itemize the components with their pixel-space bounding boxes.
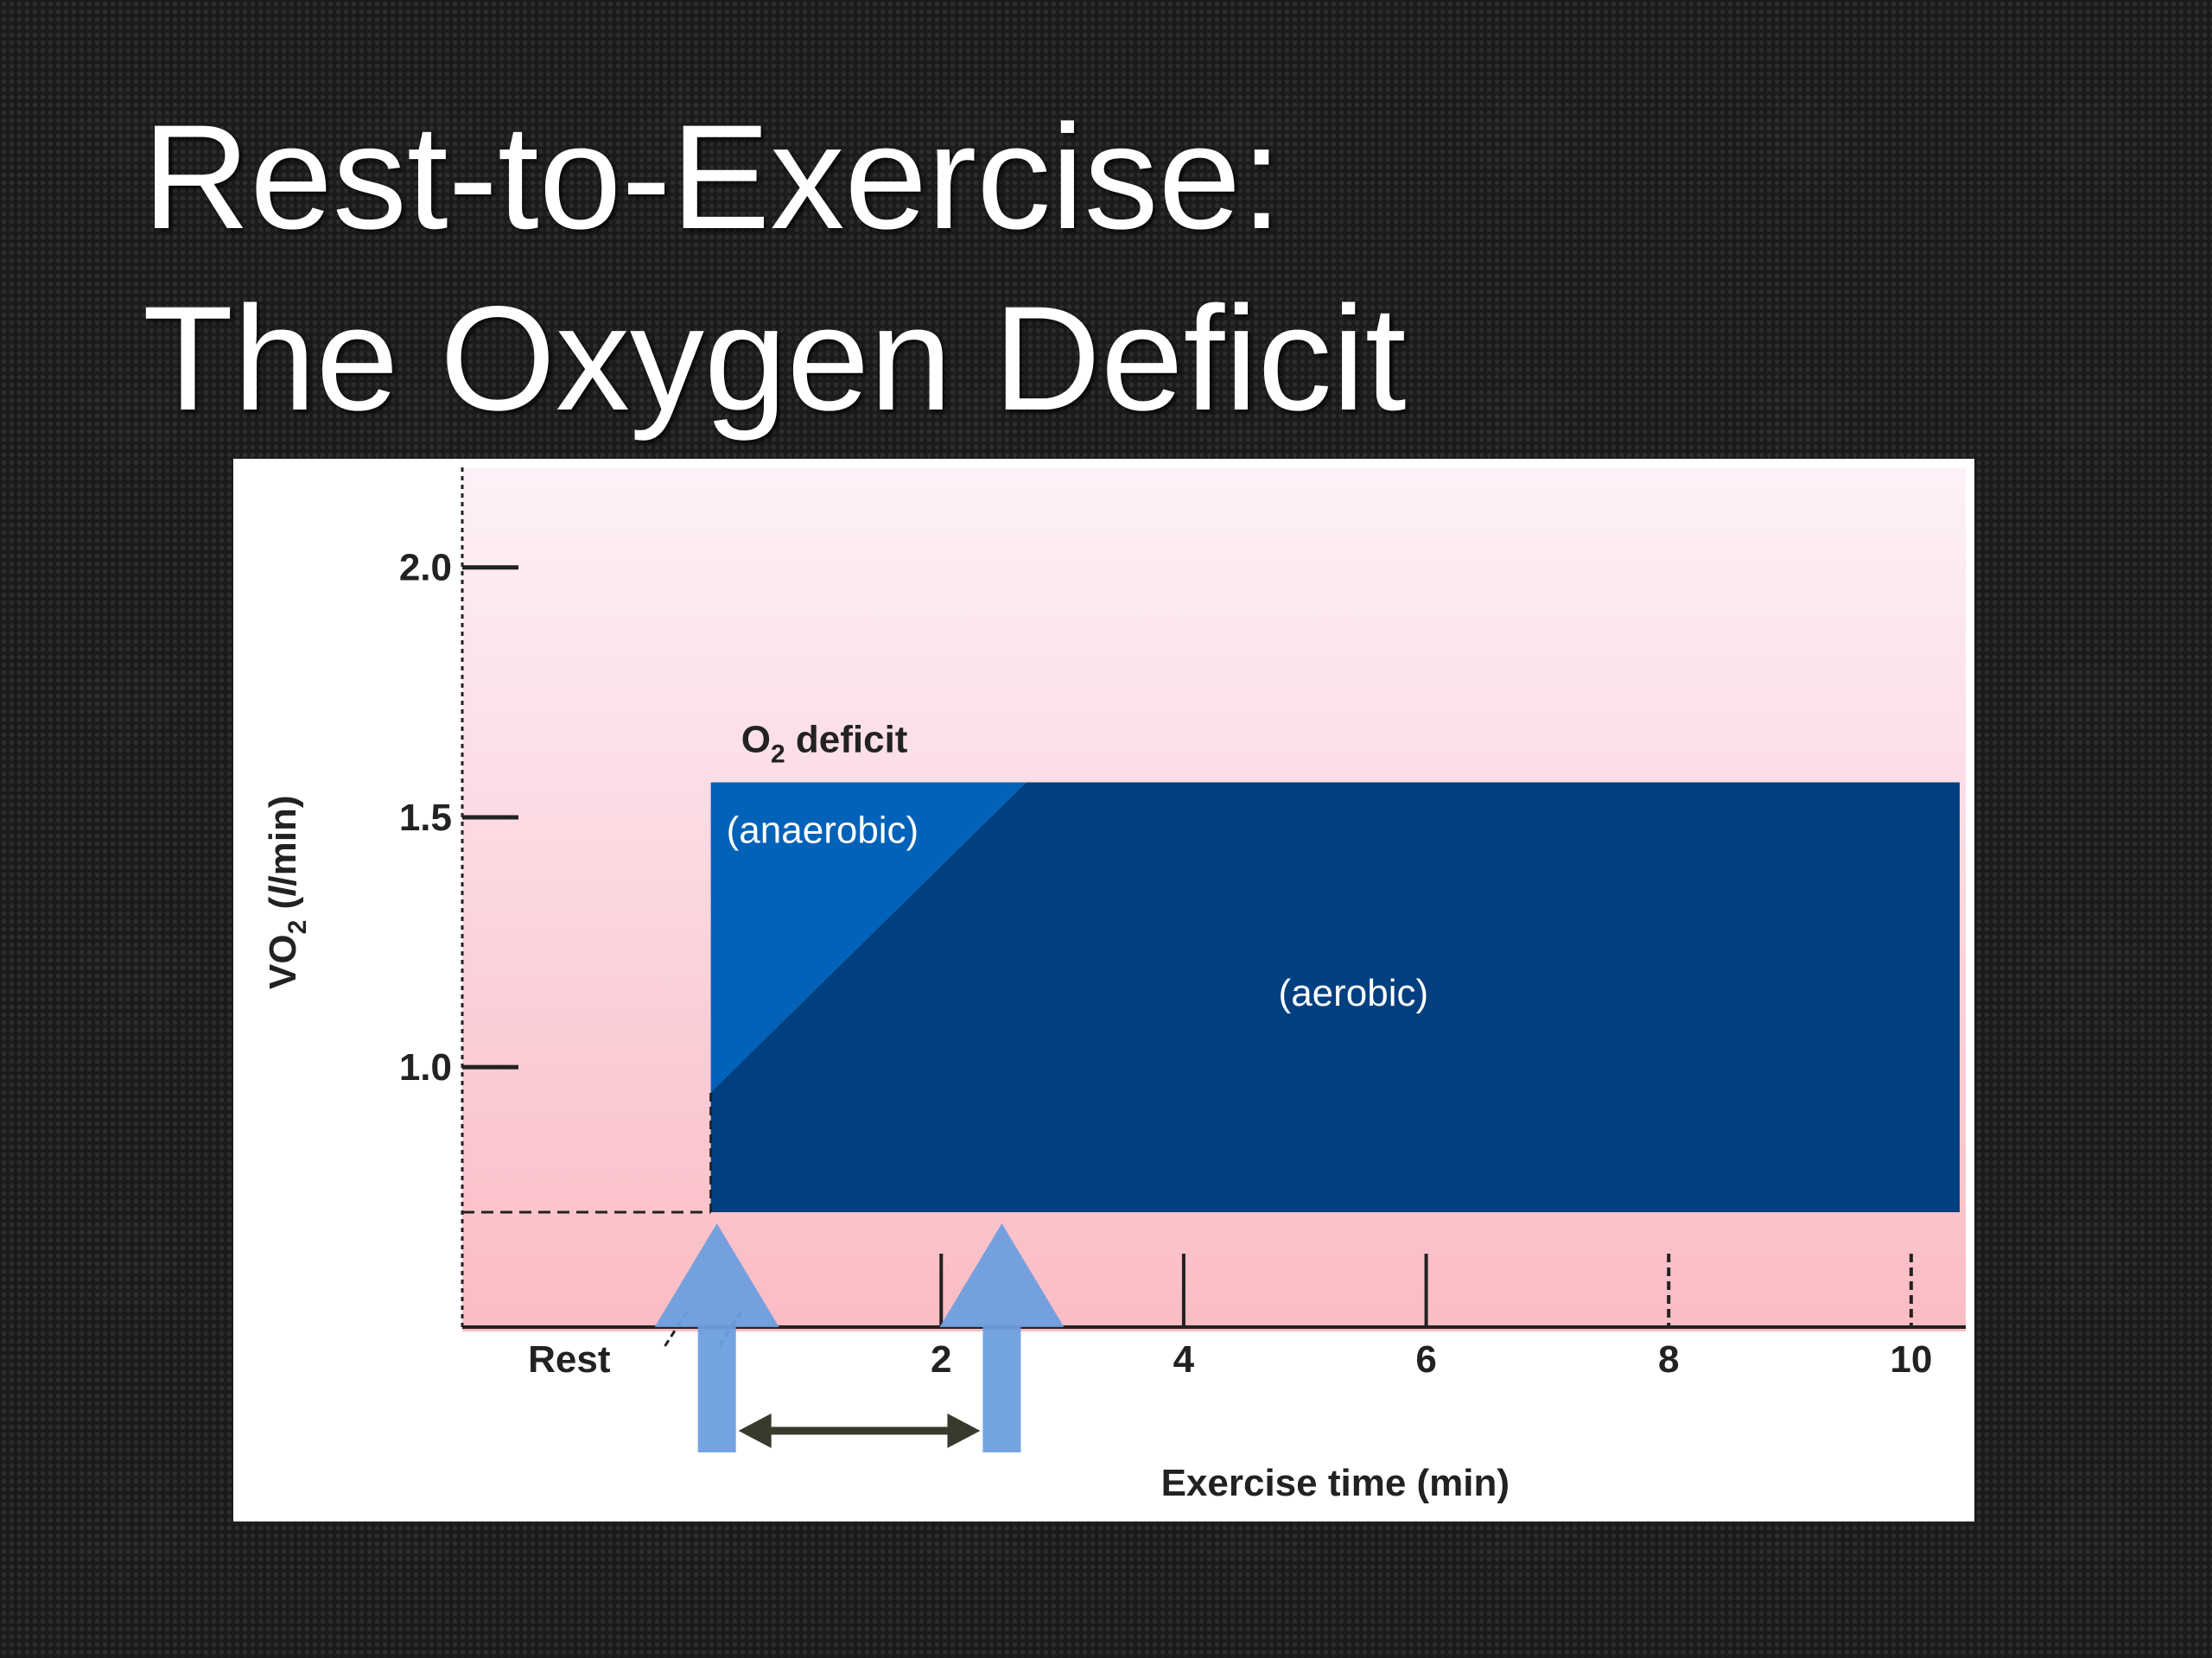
x-tick-label-5: 10 (1890, 1338, 1932, 1381)
region-label-anaerobic: (anaerobic) (727, 809, 919, 851)
x-tick-label-3: 6 (1415, 1338, 1436, 1381)
interval-arrow-left (738, 1413, 772, 1448)
x-tick-label-4: 8 (1658, 1338, 1679, 1381)
interval-arrow-right (947, 1413, 981, 1448)
region-aerobic (710, 782, 1960, 1212)
arrow-up-0 (654, 1223, 779, 1452)
arrow-up-1 (939, 1223, 1065, 1452)
slide-title-line-1: Rest-to-Exercise: (143, 94, 1282, 260)
y-tick-label-0: 1.0 (399, 1046, 452, 1089)
x-axis-label: Exercise time (min) (1161, 1462, 1510, 1504)
y-tick-label-1: 1.5 (399, 797, 452, 839)
y-axis-label: VO2 (l/min) (262, 795, 312, 989)
x-tick-label-0: Rest (528, 1338, 611, 1381)
y-tick-label-2: 2.0 (399, 547, 452, 589)
vo2-chart: (anaerobic) (aerobic) O2 deficit Exercis… (262, 467, 1966, 1504)
x-tick-label-2: 4 (1173, 1338, 1195, 1381)
slide-title-line-2: The Oxygen Deficit (143, 276, 1407, 441)
x-tick-label-1: 2 (931, 1338, 951, 1381)
deficit-label: O2 deficit (741, 718, 908, 768)
slide-title: Rest-to-Exercise: The Oxygen Deficit (143, 86, 1407, 449)
chart-figure: (anaerobic) (aerobic) O2 deficit Exercis… (233, 459, 1974, 1521)
region-label-aerobic: (aerobic) (1279, 972, 1429, 1014)
